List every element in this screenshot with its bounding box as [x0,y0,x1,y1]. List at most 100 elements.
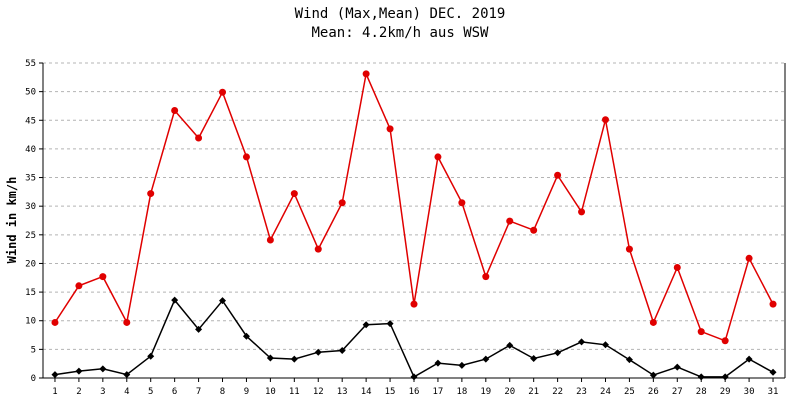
x-tick-label: 14 [361,387,372,397]
x-tick-label: 24 [600,387,611,397]
series-1-point [386,125,394,133]
series-2-point [99,365,107,373]
x-tick-label: 1 [52,387,57,397]
series-layer [51,70,777,381]
series-2-point [649,371,657,379]
series-2-point [290,355,298,363]
series-2-point [458,361,466,369]
series-1-point [362,70,370,78]
x-tick-label: 16 [409,387,420,397]
series-1-point [290,190,298,198]
x-tick-label: 8 [220,387,225,397]
series-2-point [75,367,83,375]
series-2-point [147,352,155,360]
y-tick-label: 10 [25,317,36,327]
x-tick-label: 30 [744,387,755,397]
series-1-point [75,282,83,290]
series-2-point [482,355,490,363]
x-tick-label: 4 [124,387,129,397]
y-axis-label: Wind in km/h [5,177,19,264]
gridlines [43,62,785,350]
x-tick-label: 28 [696,387,707,397]
series-1-point [482,273,490,281]
series-1-point [338,199,346,207]
series-1-point [769,300,777,308]
x-tick-label: 19 [480,387,491,397]
series-2-point [554,349,562,357]
series-1-point [458,199,466,207]
x-tick-label: 17 [433,387,444,397]
series-2-point [506,341,514,349]
series-2-point [697,373,705,381]
chart-title: Wind (Max,Mean) DEC. 2019 [295,6,506,22]
y-tick-label: 15 [25,288,36,298]
x-tick-label: 23 [576,387,587,397]
y-axis-ticks: 0 5 10 15 20 25 30 35 40 45 50 55 [25,59,43,384]
series-2-point [123,371,131,379]
series-2-point [673,363,681,371]
series-1-point [601,116,609,124]
series-2-point [530,355,538,363]
series-2-point [171,296,179,304]
series-1-point [219,88,227,96]
x-tick-label: 27 [672,387,683,397]
series-2-point [362,321,370,329]
series-1-point [99,273,107,281]
series-2-line [54,298,774,378]
series-1-point [195,134,203,142]
series-1-point [314,245,322,253]
chart-subtitle: Mean: 4.2km/h aus WSW [311,25,489,41]
x-tick-label: 21 [528,387,539,397]
series-2-point [219,297,227,305]
series-1-point [147,190,155,198]
series-1-point [578,208,586,216]
series-1-point [410,300,418,308]
x-tick-label: 22 [552,387,563,397]
y-tick-label: 35 [25,174,36,184]
series-2-point [769,368,777,376]
series-1-point [242,153,250,161]
series-2-point [386,320,394,328]
series-2-point [410,373,418,381]
series-1-point [506,217,514,225]
x-tick-label: 7 [196,387,201,397]
series-2-point [338,347,346,355]
y-tick-label: 40 [25,145,36,155]
series-1-point [51,318,59,326]
series-2-point [195,325,203,333]
x-tick-label: 10 [265,387,276,397]
x-tick-label: 11 [289,387,300,397]
series-2-point [745,355,753,363]
x-tick-label: 31 [768,387,779,397]
y-tick-label: 50 [25,88,36,98]
x-tick-label: 15 [385,387,396,397]
x-tick-label: 6 [172,387,177,397]
x-tick-label: 29 [720,387,731,397]
y-tick-label: 0 [31,374,36,384]
y-tick-label: 45 [25,116,36,126]
x-tick-label: 20 [504,387,515,397]
y-tick-label: 55 [25,59,36,69]
y-tick-label: 20 [25,259,36,269]
series-1-point [697,328,705,336]
x-tick-label: 3 [100,387,105,397]
y-tick-label: 5 [31,345,36,355]
series-1-point [554,171,562,179]
series-1-point [171,107,179,115]
x-tick-label: 12 [313,387,324,397]
series-1-point [673,263,681,271]
series-2-point [266,354,274,362]
series-2-point [601,341,609,349]
series-1-point [266,236,274,244]
series-1-point [530,226,538,234]
x-tick-label: 9 [244,387,249,397]
series-2-point [434,359,442,367]
series-2-point [721,373,729,381]
x-tick-label: 18 [456,387,467,397]
x-tick-label: 25 [624,387,635,397]
y-tick-label: 25 [25,231,36,241]
series-2-point [314,348,322,356]
series-1-point [625,245,633,253]
x-tick-label: 2 [76,387,81,397]
